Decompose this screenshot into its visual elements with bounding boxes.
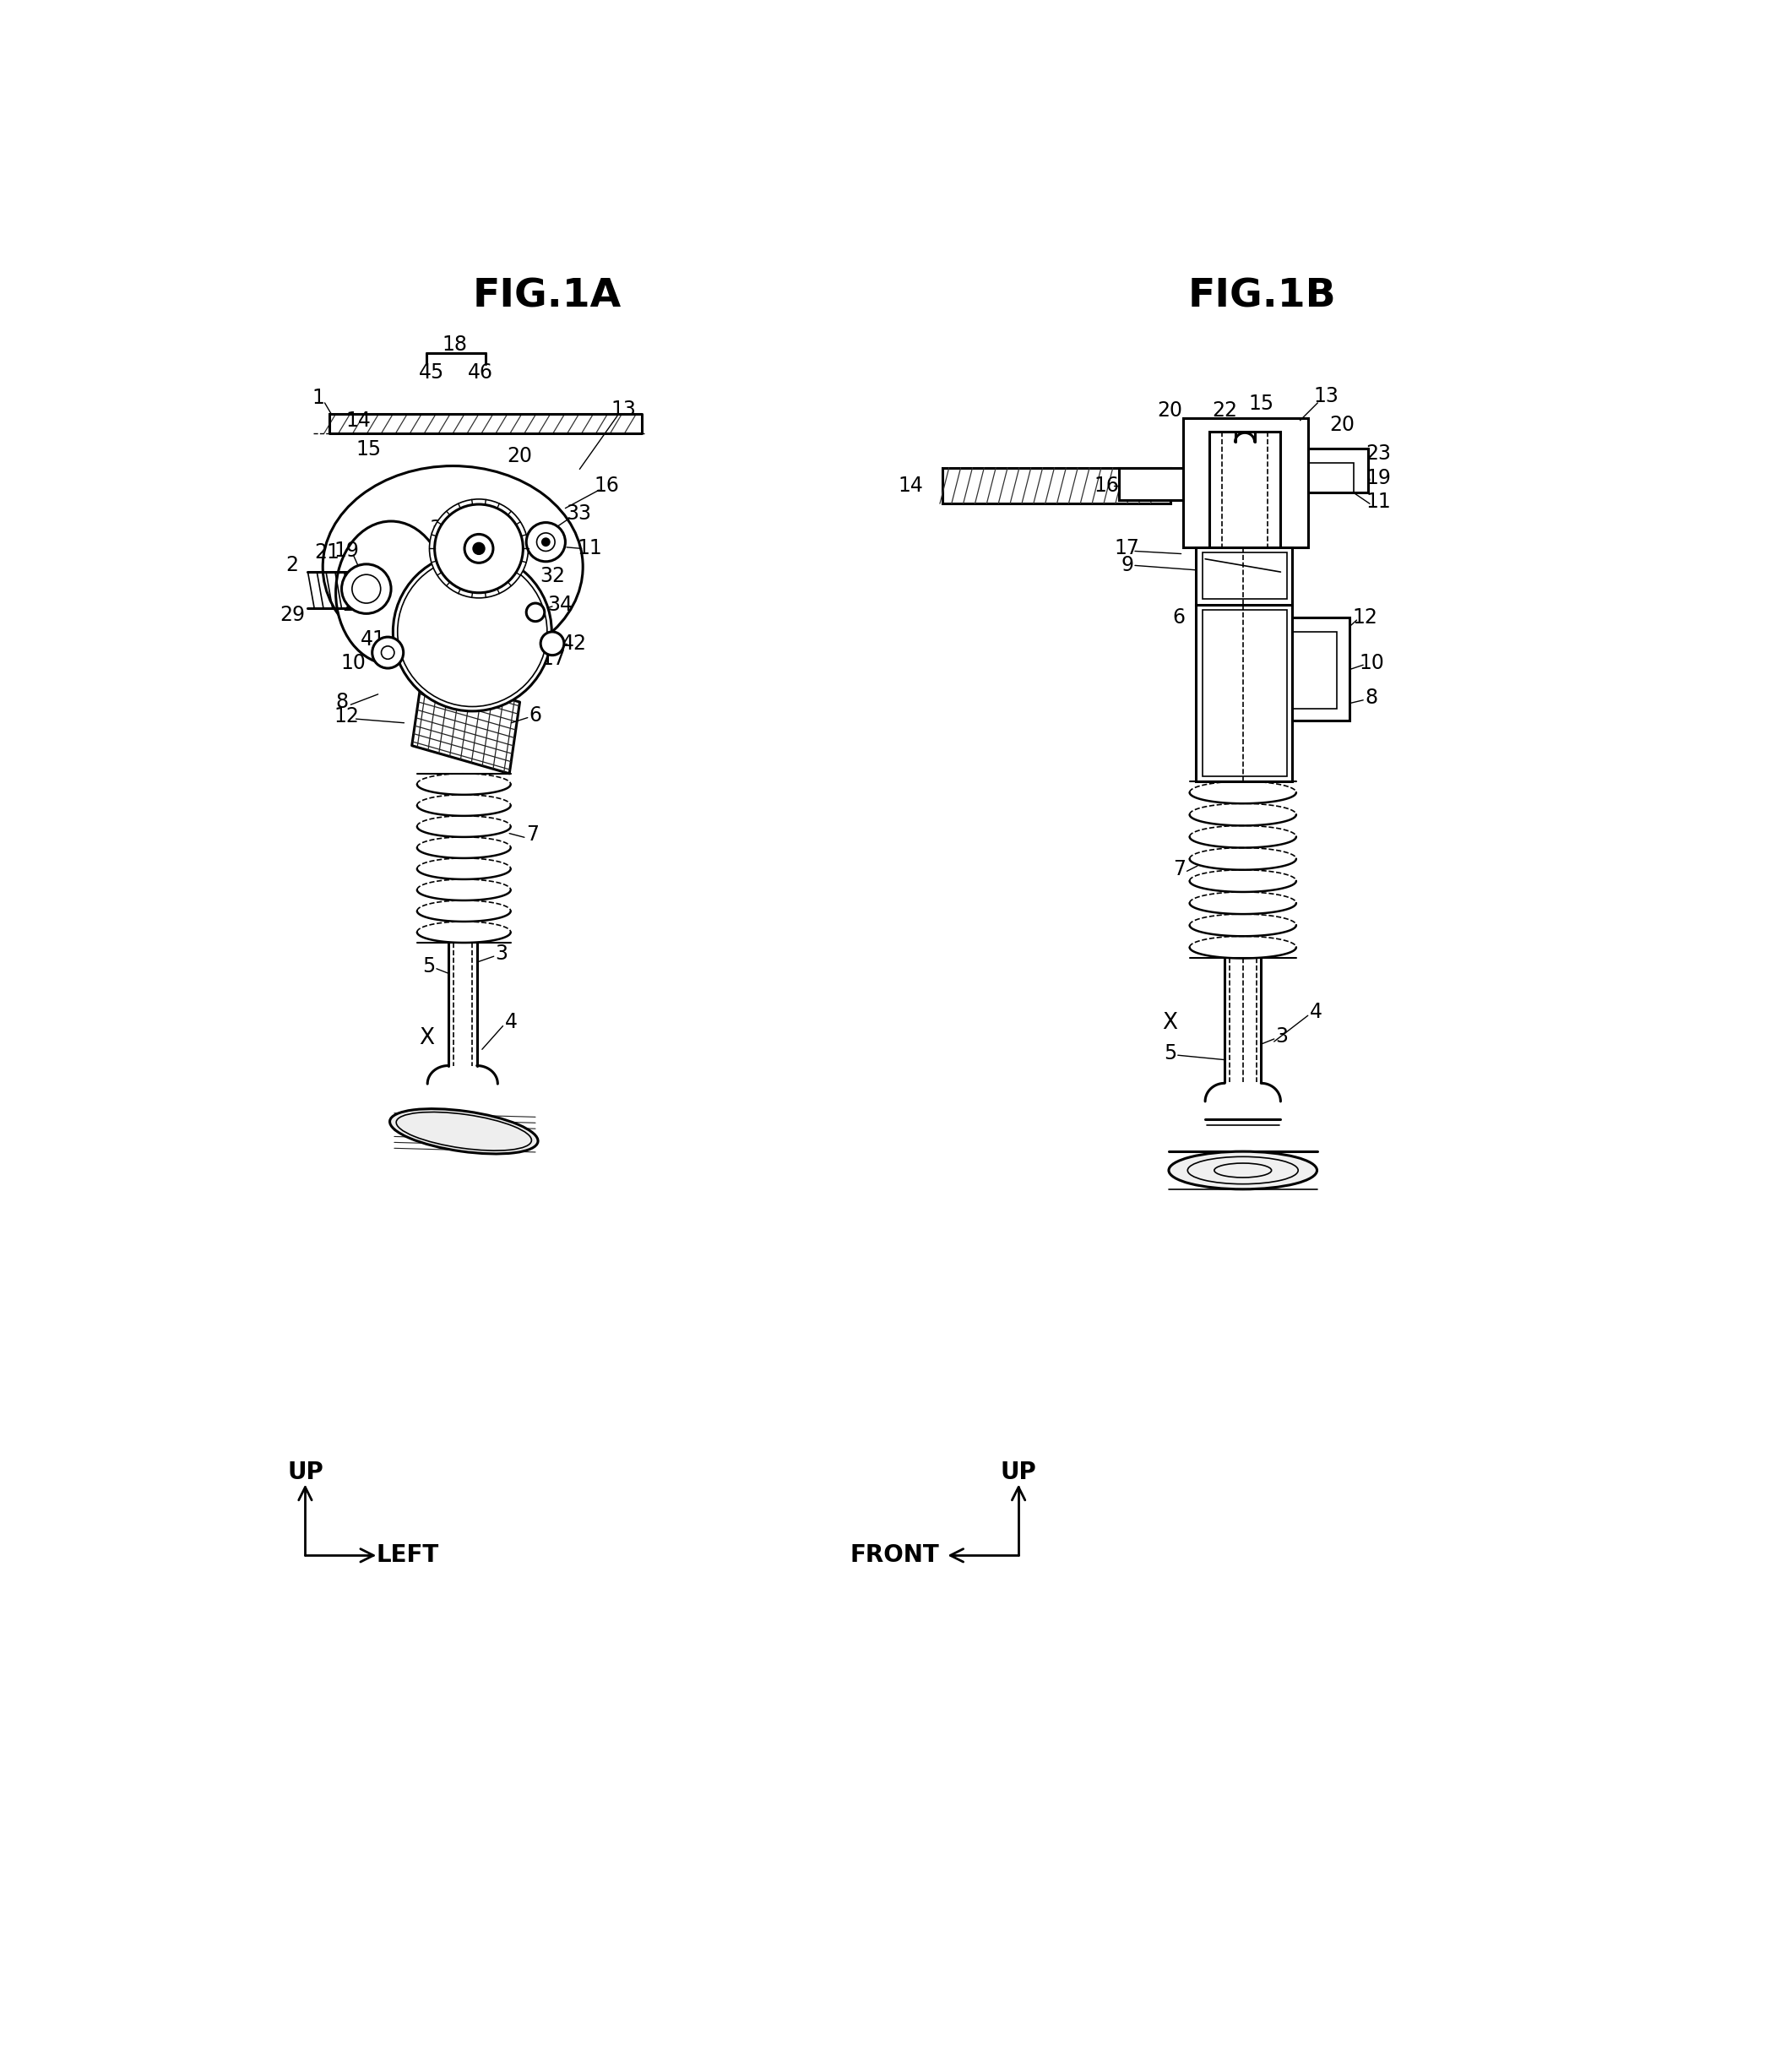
Ellipse shape	[1168, 1151, 1317, 1189]
Ellipse shape	[323, 465, 582, 668]
Text: 10: 10	[1358, 653, 1383, 674]
Bar	[1195, 548, 1292, 604]
Text: 7: 7	[527, 825, 539, 845]
Text: 20: 20	[507, 446, 532, 467]
Text: 4: 4	[1310, 1002, 1322, 1023]
Circle shape	[435, 504, 523, 593]
Text: 46: 46	[468, 364, 493, 382]
Text: FRONT: FRONT	[851, 1544, 939, 1567]
Text: 19: 19	[335, 542, 360, 562]
Text: UP: UP	[1000, 1459, 1036, 1484]
Text: 19: 19	[1366, 467, 1391, 488]
Text: 34: 34	[547, 595, 573, 614]
Text: 22: 22	[1211, 401, 1236, 422]
Text: 16: 16	[595, 475, 620, 496]
Bar	[1202, 552, 1287, 599]
Text: 6: 6	[529, 705, 541, 726]
Text: 13: 13	[611, 399, 636, 420]
Bar	[1292, 618, 1349, 719]
Text: FIG.1B: FIG.1B	[1188, 277, 1337, 316]
Text: 30: 30	[428, 519, 455, 539]
Text: 8: 8	[335, 692, 349, 713]
Circle shape	[473, 544, 484, 554]
Circle shape	[392, 552, 552, 711]
Ellipse shape	[391, 1108, 538, 1153]
Text: 23: 23	[1366, 444, 1391, 463]
Text: 1: 1	[312, 387, 324, 407]
Bar	[1308, 463, 1353, 492]
Text: 20: 20	[1158, 401, 1183, 422]
Text: 14: 14	[346, 409, 371, 430]
Text: 2: 2	[287, 556, 299, 575]
Text: 10: 10	[340, 653, 366, 674]
Text: X: X	[419, 1027, 434, 1050]
Text: 26: 26	[342, 595, 367, 614]
Text: 32: 32	[539, 566, 564, 587]
Bar	[1202, 610, 1287, 777]
Text: 8: 8	[1366, 688, 1378, 709]
Text: 9: 9	[401, 643, 414, 664]
Circle shape	[342, 564, 391, 614]
Text: LEFT: LEFT	[376, 1544, 439, 1567]
Text: 6: 6	[1172, 608, 1186, 628]
Text: 20: 20	[1330, 415, 1355, 434]
Bar	[1183, 418, 1308, 548]
Text: 9: 9	[1120, 556, 1134, 575]
Text: 12: 12	[1353, 608, 1378, 628]
Text: 14: 14	[898, 475, 923, 496]
Text: FIG.1A: FIG.1A	[473, 277, 622, 316]
Text: 7: 7	[1172, 860, 1186, 878]
Text: 21: 21	[315, 542, 340, 562]
Text: 5: 5	[1163, 1044, 1177, 1062]
Text: 41: 41	[360, 630, 385, 649]
Circle shape	[541, 633, 564, 655]
Ellipse shape	[335, 521, 446, 664]
Text: 16: 16	[1093, 475, 1118, 496]
Text: 11: 11	[577, 537, 602, 558]
Circle shape	[543, 539, 548, 546]
Bar	[1195, 604, 1292, 781]
Text: 17: 17	[541, 649, 566, 670]
Text: 29: 29	[280, 606, 305, 624]
Circle shape	[430, 498, 529, 597]
Bar	[1292, 633, 1337, 709]
Circle shape	[527, 523, 564, 562]
Text: X: X	[1163, 1013, 1177, 1034]
Text: 5: 5	[423, 957, 435, 978]
Text: 11: 11	[1366, 492, 1391, 513]
Circle shape	[527, 604, 545, 622]
Bar	[1120, 467, 1183, 500]
Text: 42: 42	[561, 633, 588, 653]
Bar	[943, 467, 1170, 504]
Text: 17: 17	[1115, 537, 1140, 558]
Bar	[1308, 449, 1367, 492]
Text: 18: 18	[443, 335, 468, 353]
Text: 3: 3	[495, 945, 507, 963]
Text: 15: 15	[1249, 395, 1274, 413]
Text: 13: 13	[1314, 387, 1339, 407]
Text: 33: 33	[566, 502, 591, 523]
Text: 12: 12	[335, 707, 360, 726]
Bar	[1210, 432, 1281, 548]
Text: 3: 3	[1276, 1025, 1288, 1046]
Circle shape	[373, 637, 403, 668]
Text: 45: 45	[419, 364, 444, 382]
Text: 15: 15	[355, 440, 382, 459]
Text: UP: UP	[287, 1459, 323, 1484]
Text: 4: 4	[505, 1013, 518, 1031]
